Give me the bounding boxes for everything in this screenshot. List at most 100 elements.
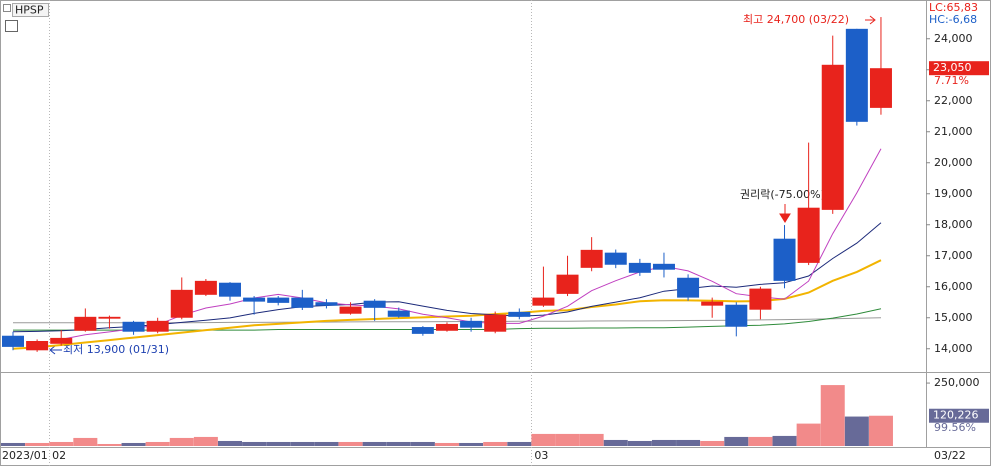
candle-body [845,28,868,122]
y-tick-label: 250,000 [934,376,980,389]
candle-body [243,297,266,302]
candle-body [508,311,531,317]
x-tick-label: 03 [534,449,548,462]
candle-body [628,262,651,273]
high-note: 최고 24,700 (03/22) [743,13,849,26]
y-tick-label: 19,000 [934,187,973,200]
x-tick-label: 2023/01 [2,449,48,462]
candle-body [532,297,555,306]
y-tick-label: 16,000 [934,280,973,293]
candle-body [146,320,169,332]
volume-bar [772,435,797,446]
candle-body [291,297,314,308]
hc-label: HC:-6,68 [929,13,977,26]
lc-label: LC:65,83 [929,1,978,14]
y-tick-label: 20,000 [934,156,973,169]
table-icon[interactable] [5,20,18,32]
moving-average-line [12,259,882,350]
candle-body [363,300,386,308]
event-note: 권리락(-75.00%) [740,188,825,201]
panel-icon[interactable] [3,4,11,12]
volume-bar [627,440,652,446]
volume-bar [507,441,532,446]
volume-bar [434,442,459,446]
candle-body [122,321,145,332]
last-price-box [929,61,989,76]
ratio-label: 99.56% [934,421,976,434]
candle-body [484,314,507,332]
title-box [12,3,49,17]
volume-bar [1,442,25,446]
x-tick-label: 03/22 [934,449,966,462]
volume-bar [169,437,194,446]
candle-body [339,306,362,314]
volume-bar [603,439,628,446]
volume-bar [724,436,749,446]
candle-body [869,68,892,108]
candle-body [315,302,338,306]
y-tick-label: 21,000 [934,125,973,138]
candle-body [267,297,290,303]
volume-bar [748,436,773,446]
candle-body [170,289,193,318]
volume-bar [290,441,315,446]
candle-body [411,327,434,334]
volume-bar [314,441,339,446]
volume-bar [217,440,242,446]
candle-body [435,323,458,331]
volume-bar [73,437,98,446]
volume-bar [820,385,845,446]
y-tick-label: 17,000 [934,249,973,262]
low-arrow [49,345,62,355]
volume-bar [700,440,725,446]
candle-body [26,341,49,351]
candle-body [2,335,24,347]
last-price-label: 23,050 [933,61,972,74]
candle-body [701,301,724,306]
volume-bar [338,441,363,446]
y-tick-label: 22,000 [934,94,973,107]
y-tick-label: 18,000 [934,218,973,231]
candle-body [74,316,97,331]
volume-bar [145,441,170,446]
y-tick-label: 15,000 [934,311,973,324]
volume-bar [676,439,701,446]
volume-bar [579,433,604,446]
volume-bar [362,441,387,446]
volume-bar [25,442,50,446]
volume-bar [49,441,74,446]
volume-bar [386,441,411,446]
candle-body [387,310,410,317]
candle-body [749,288,772,310]
candle-body [50,337,73,344]
last-volume-box [929,408,989,423]
moving-average-line [12,222,882,333]
candle-body [194,280,217,295]
volume-bar [555,433,580,446]
candle-body [556,274,579,294]
volume-bar [483,441,508,446]
volume-bar [410,441,435,446]
candle-body [821,64,844,210]
candle-body [773,238,796,281]
candle-body [652,263,675,270]
volume-bar [796,423,821,446]
last-volume-label: 120,226 [933,409,979,422]
low-note: 최저 13,900 (01/31) [63,343,169,356]
y-tick-label: 14,000 [934,342,973,355]
candle-body [797,207,820,263]
volume-bar [651,439,676,446]
candle-body [677,277,700,298]
x-tick-label: 02 [52,449,66,462]
chart-title: HPSP [15,4,44,17]
change-label: 7.71% [934,74,969,87]
candle-body [725,304,748,327]
volume-bar [193,436,218,446]
volume-bar [459,442,484,446]
candle-body [218,282,241,297]
volume-bar [121,442,146,446]
candle-body [98,316,121,319]
candle-body [604,252,627,265]
